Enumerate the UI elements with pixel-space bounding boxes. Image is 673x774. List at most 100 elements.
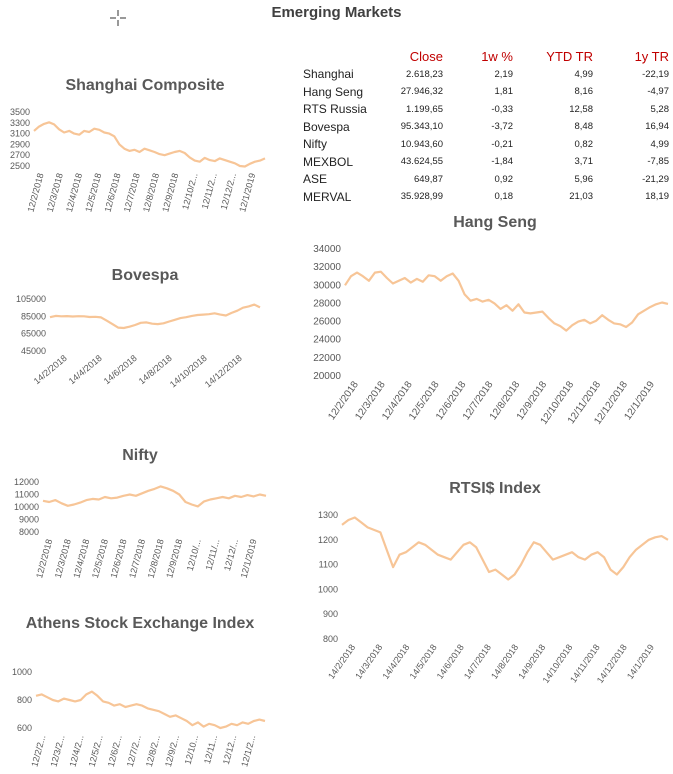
market-summary-table: Close 1w % YTD TR 1y TR Shanghai 2.618,23… (300, 48, 669, 206)
value-cell: -7,85 (647, 156, 669, 168)
y-tick-label: 22000 (313, 353, 341, 364)
y-tick-label: 1100 (319, 560, 338, 570)
value-cell: 8,16 (574, 86, 594, 98)
chart-title-bovespa: Bovespa (111, 267, 179, 284)
value-cell: 21,03 (569, 191, 593, 203)
y-tick-label: 65000 (21, 329, 46, 339)
value-cell: 649,87 (413, 173, 443, 185)
market-name-cell: MERVAL (303, 189, 352, 204)
y-tick-label: 2500 (10, 161, 30, 171)
value-cell: 4,99 (574, 68, 594, 80)
y-tick-label: 1300 (318, 510, 338, 520)
y-tick-label: 105000 (16, 294, 46, 304)
y-tick-label: 28000 (313, 298, 341, 309)
column-header: YTD TR (546, 49, 593, 65)
y-tick-label: 2700 (10, 150, 30, 160)
table-header-row: Close 1w % YTD TR 1y TR (300, 48, 669, 66)
value-cell: 16,94 (645, 121, 669, 133)
value-cell: -1,84 (491, 156, 513, 168)
chart-title-hangseng: Hang Seng (453, 214, 537, 231)
value-cell: 18,19 (645, 191, 669, 203)
market-name-cell: MEXBOL (303, 154, 354, 169)
value-cell: 4,99 (650, 138, 670, 150)
value-cell: 5,28 (650, 103, 670, 115)
market-name-cell: RTS Russia (303, 102, 367, 117)
y-tick-label: 1200 (318, 535, 338, 545)
market-name-cell: ASE (303, 172, 328, 187)
y-tick-label: 2900 (10, 139, 30, 149)
table-row: Hang Seng 27.946,32 1,81 8,16 -4,97 (300, 83, 669, 101)
table-row: Shanghai 2.618,23 2,19 4,99 -22,19 (300, 66, 669, 84)
y-tick-label: 10000 (14, 502, 39, 512)
y-tick-label: 3100 (10, 129, 30, 139)
y-tick-label: 12000 (14, 477, 39, 487)
crosshair-cursor-icon (110, 10, 126, 26)
value-cell: 0,92 (494, 173, 514, 185)
x-tick-label: 14/1/2019 (625, 642, 656, 681)
y-tick-label: 20000 (313, 371, 341, 382)
y-tick-label: 800 (17, 695, 32, 705)
value-cell: 35.928,99 (400, 191, 443, 203)
value-cell: 95.343,10 (400, 121, 443, 133)
chart-title-shanghai: Shanghai Composite (65, 77, 225, 94)
series-line (344, 270, 669, 332)
value-cell: -22,19 (642, 68, 669, 80)
y-tick-label: 45000 (21, 346, 46, 356)
series-line (42, 485, 267, 508)
chart-title-rts: RTSI$ Index (449, 480, 541, 497)
y-tick-label: 800 (323, 634, 338, 644)
y-tick-label: 9000 (19, 515, 39, 525)
market-name-cell: Shanghai (303, 67, 354, 82)
table-row: Bovespa 95.343,10 -3,72 8,48 16,94 (300, 118, 669, 136)
value-cell: 1.199,65 (406, 103, 443, 115)
table-row: MEXBOL 43.624,55 -1,84 3,71 -7,85 (300, 153, 669, 171)
market-name-cell: Hang Seng (303, 84, 364, 99)
y-tick-label: 24000 (313, 335, 341, 346)
y-tick-label: 1000 (12, 667, 32, 677)
value-cell: 12,58 (569, 103, 593, 115)
table-row: ASE 649,87 0,92 5,96 -21,29 (300, 171, 669, 189)
y-tick-label: 8000 (19, 527, 39, 537)
value-cell: 8,48 (574, 121, 594, 133)
y-tick-label: 11000 (15, 490, 39, 500)
chart-title-ase: Athens Stock Exchange Index (25, 615, 255, 632)
series-line (49, 303, 261, 330)
y-tick-label: 30000 (313, 280, 341, 291)
series-line (35, 690, 266, 730)
series-line (33, 121, 266, 168)
value-cell: 2,19 (494, 68, 514, 80)
y-tick-label: 3500 (10, 107, 30, 117)
value-cell: 2.618,23 (406, 68, 443, 80)
column-header: 1w % (481, 49, 513, 65)
market-name-cell: Bovespa (303, 119, 350, 134)
y-tick-label: 85000 (21, 311, 46, 321)
value-cell: 5,96 (574, 173, 594, 185)
value-cell: -0,33 (491, 103, 513, 115)
table-row: Nifty 10.943,60 -0,21 0,82 4,99 (300, 136, 669, 154)
value-cell: -21,29 (642, 173, 669, 185)
table-row: RTS Russia 1.199,65 -0,33 12,58 5,28 (300, 101, 669, 119)
value-cell: 1,81 (494, 86, 514, 98)
value-cell: -3,72 (491, 121, 513, 133)
y-tick-label: 1000 (318, 584, 338, 594)
y-tick-label: 26000 (313, 317, 341, 328)
table-row: MERVAL 35.928,99 0,18 21,03 18,19 (300, 188, 669, 206)
y-tick-label: 600 (17, 723, 32, 733)
value-cell: -0,21 (491, 138, 513, 150)
y-tick-label: 32000 (313, 262, 341, 273)
y-tick-label: 3300 (10, 118, 30, 128)
market-name-cell: Nifty (303, 137, 327, 152)
series-line (341, 516, 669, 581)
page-title: Emerging Markets (271, 4, 402, 21)
y-tick-label: 900 (323, 609, 338, 619)
value-cell: 10.943,60 (400, 138, 443, 150)
chart-title-nifty: Nifty (122, 447, 158, 464)
value-cell: 0,18 (494, 191, 514, 203)
value-cell: 3,71 (574, 156, 594, 168)
column-header: 1y TR (634, 49, 669, 65)
